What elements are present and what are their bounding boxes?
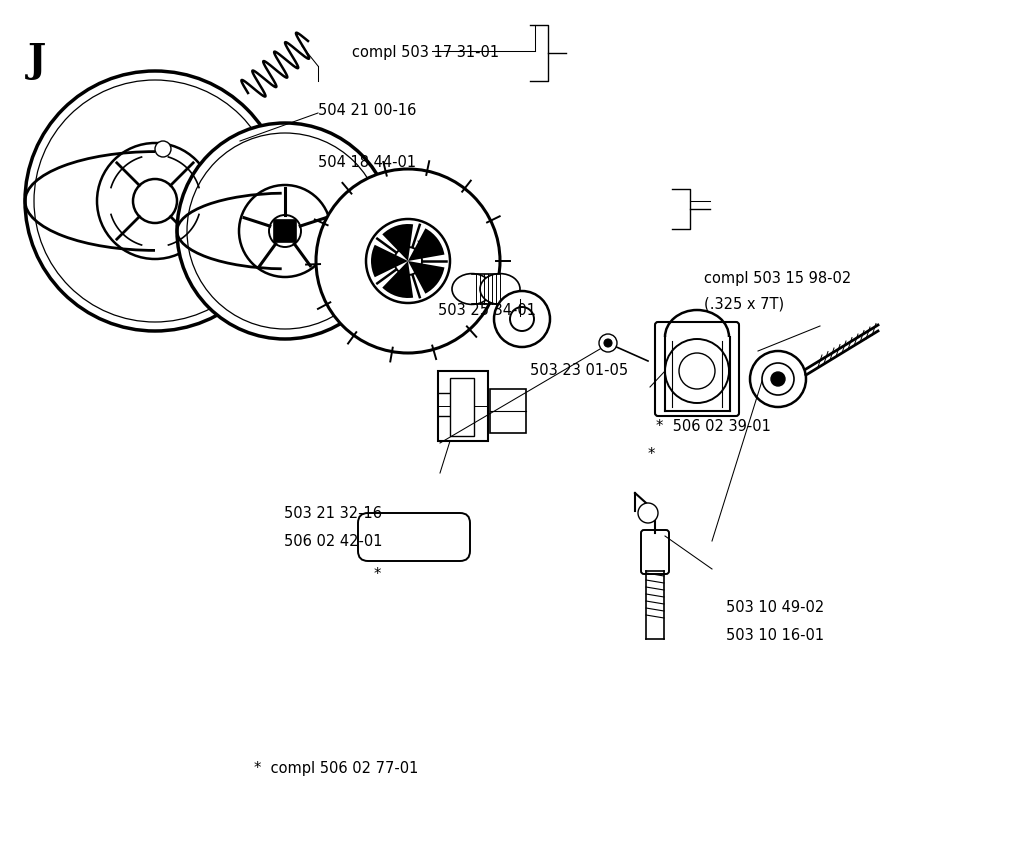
Text: compl 503 15 98-02: compl 503 15 98-02: [705, 270, 851, 285]
Text: 503 25 34-01: 503 25 34-01: [438, 302, 536, 317]
Wedge shape: [382, 225, 413, 262]
Circle shape: [25, 72, 285, 331]
Circle shape: [599, 335, 617, 353]
Circle shape: [187, 133, 383, 330]
Text: *  compl 506 02 77-01: * compl 506 02 77-01: [254, 760, 419, 776]
Bar: [450, 379, 474, 437]
FancyBboxPatch shape: [358, 513, 470, 561]
Circle shape: [34, 81, 276, 323]
Circle shape: [494, 292, 550, 348]
Circle shape: [604, 339, 612, 348]
Circle shape: [679, 354, 715, 389]
Circle shape: [366, 220, 450, 304]
Wedge shape: [408, 262, 444, 294]
Wedge shape: [371, 245, 408, 278]
Text: *: *: [648, 446, 655, 461]
Circle shape: [177, 124, 393, 339]
Text: 504 18 44-01: 504 18 44-01: [318, 154, 416, 170]
Circle shape: [133, 180, 177, 224]
Circle shape: [762, 363, 794, 395]
Text: 503 10 49-02: 503 10 49-02: [726, 600, 824, 615]
Text: 503 23 01-05: 503 23 01-05: [530, 362, 628, 377]
Circle shape: [638, 504, 658, 523]
Wedge shape: [408, 229, 444, 262]
Circle shape: [510, 307, 534, 331]
Wedge shape: [382, 262, 413, 299]
Text: *: *: [374, 566, 381, 581]
Circle shape: [316, 170, 500, 354]
Circle shape: [665, 339, 729, 404]
Text: J: J: [28, 42, 46, 80]
Text: compl 503 17 31-01: compl 503 17 31-01: [352, 45, 499, 59]
Circle shape: [155, 142, 171, 158]
Bar: [274, 220, 296, 243]
Circle shape: [97, 144, 213, 260]
Text: (.325 x 7T): (.325 x 7T): [705, 296, 784, 311]
Bar: [490, 389, 526, 433]
Text: 504 21 00-16: 504 21 00-16: [318, 102, 417, 117]
Circle shape: [750, 351, 806, 407]
Text: 506 02 42-01: 506 02 42-01: [284, 534, 383, 548]
FancyBboxPatch shape: [655, 323, 739, 417]
Text: *  506 02 39-01: * 506 02 39-01: [656, 418, 771, 433]
Circle shape: [394, 248, 422, 276]
Circle shape: [239, 186, 331, 278]
Bar: [438, 372, 488, 442]
Circle shape: [771, 373, 785, 387]
Text: 503 10 16-01: 503 10 16-01: [726, 628, 824, 643]
Ellipse shape: [480, 275, 520, 305]
FancyBboxPatch shape: [641, 530, 669, 574]
Ellipse shape: [452, 275, 492, 305]
Text: 503 21 32-16: 503 21 32-16: [284, 506, 382, 521]
Circle shape: [269, 216, 301, 248]
